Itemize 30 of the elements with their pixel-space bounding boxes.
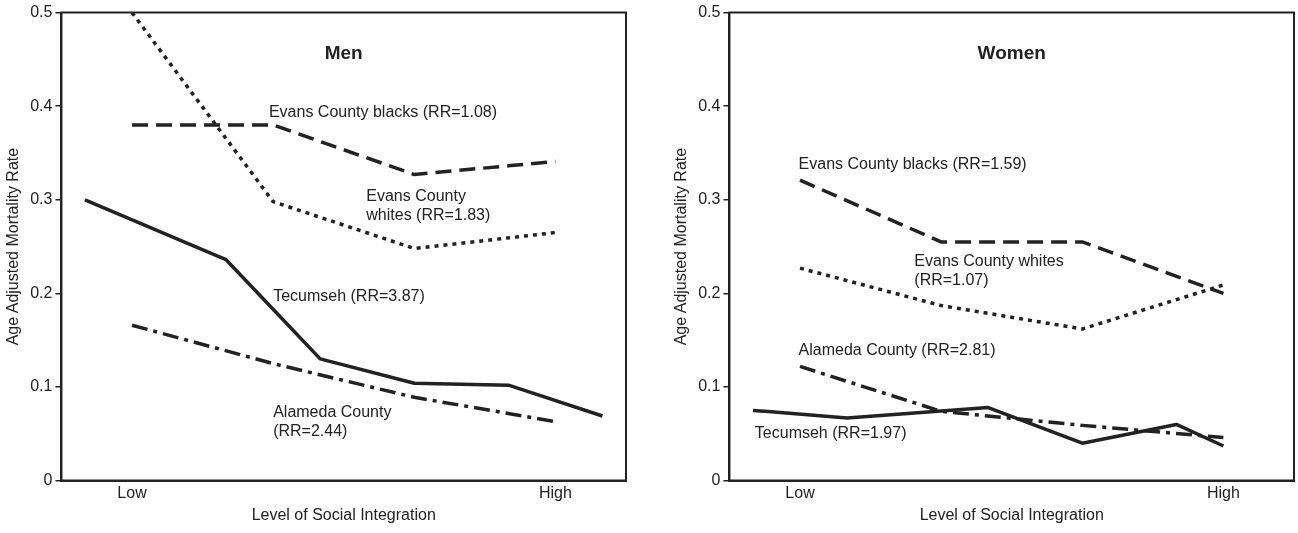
y-tick-label: 0.2 xyxy=(698,283,721,301)
series-label: Evans County blacks (RR=1.59) xyxy=(798,155,1027,173)
y-tick-label: 0.4 xyxy=(30,96,53,114)
text: Women xyxy=(977,42,1046,64)
y-tick-label: 0.3 xyxy=(30,190,53,208)
text: Men xyxy=(324,42,363,64)
series-label: Evans County whites (RR=1.83) xyxy=(365,186,491,223)
y-tick-label: 0 xyxy=(711,471,721,489)
y-tick-label: 0.4 xyxy=(698,96,721,114)
x-axis-title: Level of Social Integration xyxy=(251,505,436,523)
y-tick-label: 0.5 xyxy=(698,3,721,21)
y-tick-label: 0.1 xyxy=(30,377,53,395)
x-tick-label: High xyxy=(538,483,572,501)
x-axis-title: Level of Social Integration xyxy=(919,505,1104,523)
y-tick-label: 0.2 xyxy=(30,283,53,301)
x-tick-label: Low xyxy=(117,483,148,501)
y-axis-title: Age Adjusted Mortality Rate xyxy=(672,147,690,346)
y-tick-label: 0.5 xyxy=(30,3,53,21)
series-label: Alameda County (RR=2.81) xyxy=(798,341,996,359)
y-tick-label: 0.1 xyxy=(698,377,721,395)
series-label: Alameda County (RR=2.44) xyxy=(273,403,392,440)
y-tick-label: 0 xyxy=(43,471,53,489)
series-label: Evans County whites (RR=1.07) xyxy=(914,252,1064,289)
series-label: Evans County blacks (RR=1.08) xyxy=(268,102,498,120)
series-label: Tecumseh (RR=3.87) xyxy=(273,287,425,305)
y-tick-label: 0.3 xyxy=(698,190,721,208)
y-axis-title: Age Adjusted Mortality Rate xyxy=(4,147,22,346)
x-tick-label: Low xyxy=(785,483,816,501)
series-label: Tecumseh (RR=1.97) xyxy=(754,423,907,441)
x-tick-label: High xyxy=(1206,483,1240,501)
